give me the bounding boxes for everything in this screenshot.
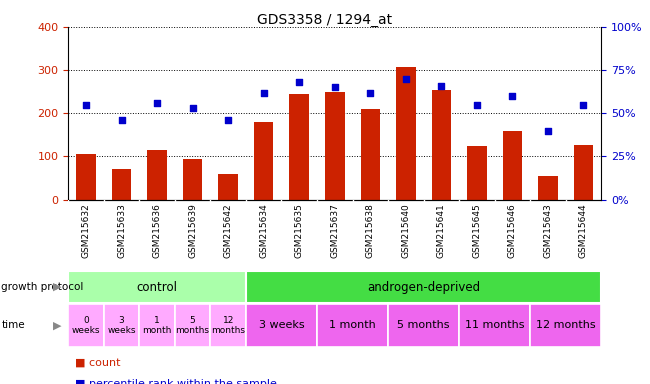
Point: [223, 117, 233, 123]
Bar: [246, 271, 601, 303]
Bar: [246, 304, 317, 347]
Point: [578, 101, 589, 108]
Text: GDS3358 / 1294_at: GDS3358 / 1294_at: [257, 13, 393, 27]
Point: [436, 83, 447, 89]
Text: GSM215644: GSM215644: [579, 203, 588, 258]
Point: [507, 93, 517, 99]
Text: 1 month: 1 month: [329, 320, 376, 331]
Point: [259, 89, 269, 96]
Text: GSM215637: GSM215637: [330, 203, 339, 258]
Bar: [76, 154, 96, 200]
Bar: [325, 92, 344, 200]
Bar: [218, 174, 238, 200]
Bar: [148, 150, 167, 200]
Text: ■ count: ■ count: [75, 358, 120, 368]
Point: [81, 101, 91, 108]
Text: ▶: ▶: [53, 282, 62, 292]
Text: 5 months: 5 months: [397, 320, 450, 331]
Text: GSM215645: GSM215645: [473, 203, 482, 258]
Bar: [467, 146, 487, 200]
Bar: [388, 304, 459, 347]
Text: GSM215641: GSM215641: [437, 203, 446, 258]
Text: GSM215642: GSM215642: [224, 203, 233, 258]
Bar: [459, 304, 530, 347]
Point: [400, 76, 411, 82]
Text: 12
months: 12 months: [211, 316, 245, 335]
Bar: [538, 176, 558, 200]
Text: GSM215639: GSM215639: [188, 203, 197, 258]
Bar: [112, 169, 131, 200]
Point: [543, 127, 553, 134]
Text: GSM215636: GSM215636: [153, 203, 162, 258]
Text: GSM215640: GSM215640: [401, 203, 410, 258]
Bar: [211, 304, 246, 347]
Text: 3 weeks: 3 weeks: [259, 320, 304, 331]
Bar: [530, 304, 601, 347]
Text: GSM215646: GSM215646: [508, 203, 517, 258]
Text: GSM215635: GSM215635: [294, 203, 304, 258]
Bar: [183, 159, 202, 200]
Text: 3
weeks: 3 weeks: [107, 316, 136, 335]
Point: [116, 117, 127, 123]
Bar: [361, 109, 380, 200]
Bar: [289, 94, 309, 200]
Point: [294, 79, 304, 85]
Text: ▶: ▶: [53, 320, 62, 331]
Text: 12 months: 12 months: [536, 320, 595, 331]
Point: [187, 105, 198, 111]
Bar: [432, 89, 451, 200]
Text: GSM215643: GSM215643: [543, 203, 552, 258]
Text: GSM215634: GSM215634: [259, 203, 268, 258]
Text: androgen-deprived: androgen-deprived: [367, 281, 480, 293]
Bar: [502, 131, 522, 200]
Bar: [574, 145, 593, 200]
Text: GSM215632: GSM215632: [81, 203, 90, 258]
Text: control: control: [136, 281, 177, 293]
Text: 1
month: 1 month: [142, 316, 172, 335]
Bar: [68, 304, 104, 347]
Point: [330, 84, 340, 91]
Text: time: time: [1, 320, 25, 331]
Bar: [139, 304, 175, 347]
Bar: [396, 67, 415, 200]
Text: 0
weeks: 0 weeks: [72, 316, 100, 335]
Bar: [317, 304, 388, 347]
Bar: [254, 122, 274, 200]
Bar: [175, 304, 211, 347]
Point: [365, 89, 376, 96]
Text: growth protocol: growth protocol: [1, 282, 84, 292]
Bar: [104, 304, 139, 347]
Text: GSM215633: GSM215633: [117, 203, 126, 258]
Text: 11 months: 11 months: [465, 320, 525, 331]
Bar: [68, 271, 246, 303]
Text: 5
months: 5 months: [176, 316, 209, 335]
Point: [472, 101, 482, 108]
Text: ■ percentile rank within the sample: ■ percentile rank within the sample: [75, 379, 277, 384]
Text: GSM215638: GSM215638: [366, 203, 375, 258]
Point: [152, 100, 162, 106]
